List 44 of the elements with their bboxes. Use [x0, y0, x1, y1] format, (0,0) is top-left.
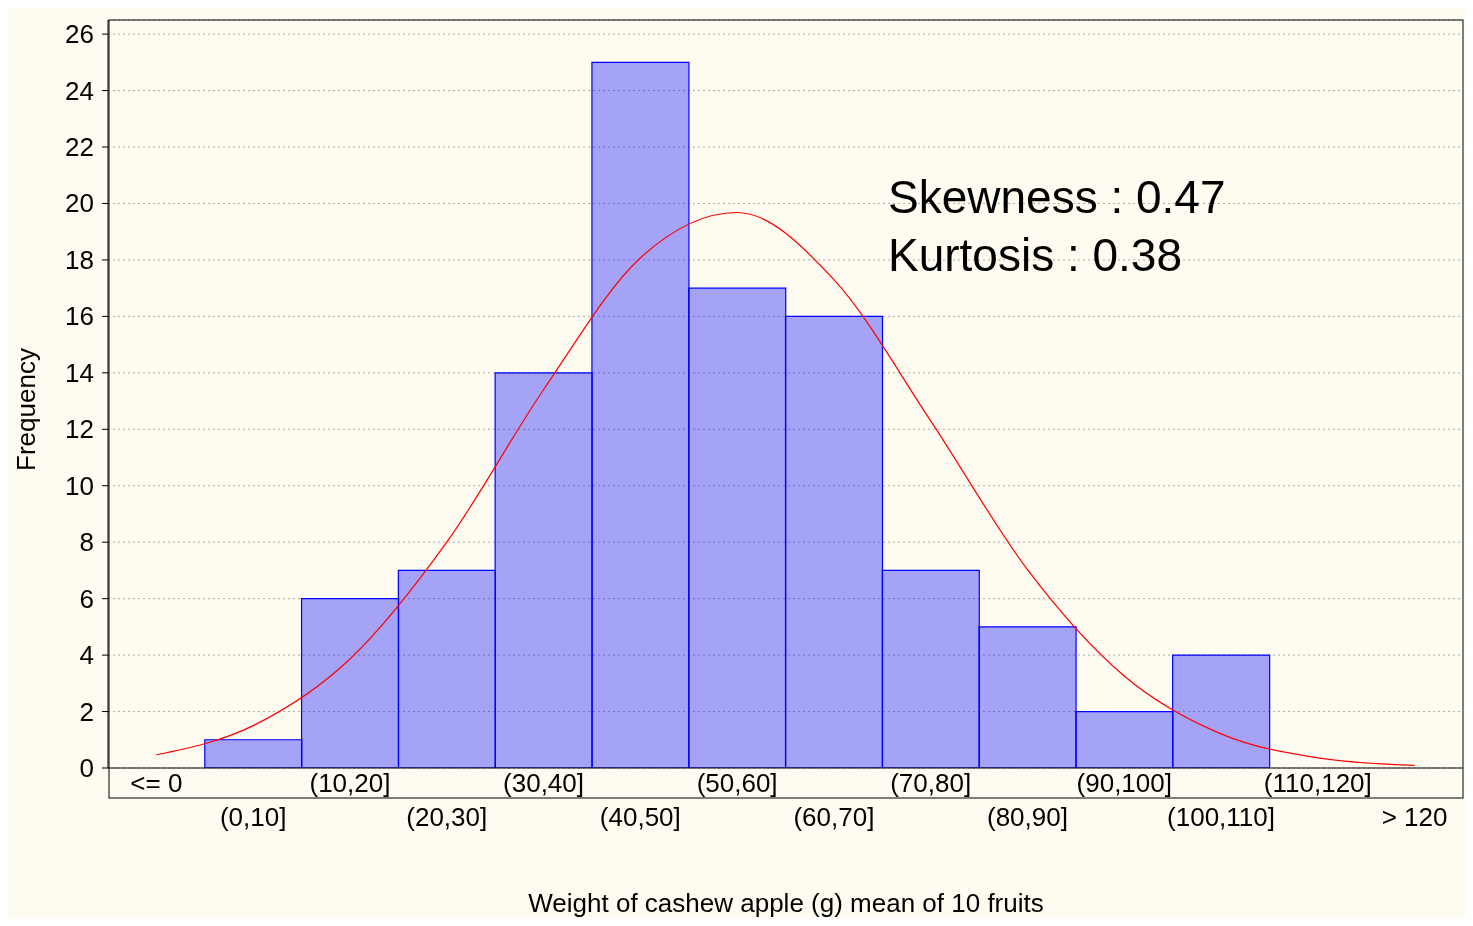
x-tick-label: > 120 [1381, 802, 1448, 832]
y-tick-label: 14 [65, 357, 94, 388]
x-tick-label: (20,30] [406, 802, 488, 832]
y-tick-label: 26 [65, 19, 94, 50]
bar [978, 626, 1077, 768]
x-tick-label: (50,60] [696, 768, 778, 798]
bar [881, 569, 980, 768]
bar [300, 598, 400, 768]
x-tick-label: (80,90] [986, 802, 1068, 832]
x-tick-label: <= 0 [130, 768, 183, 798]
x-tick-label: (30,40] [503, 768, 585, 798]
bar [1172, 654, 1271, 768]
y-tick-label: 4 [79, 640, 94, 671]
x-tick-label: (0,10] [219, 802, 287, 832]
y-tick-label: 0 [79, 753, 94, 783]
annotation: Skewness : 0.47 [888, 170, 1226, 225]
y-axis-title: Frequency [10, 347, 42, 471]
bar [784, 315, 884, 768]
y-tick-label: 12 [65, 414, 94, 445]
y-tick-label: 22 [65, 132, 94, 163]
x-tick-label: (40,50] [599, 802, 681, 832]
y-tick-label: 2 [79, 696, 94, 727]
bar [591, 61, 690, 768]
x-tick-label: (60,70] [793, 802, 875, 832]
x-tick-label: (110,120] [1263, 768, 1372, 798]
bar [1075, 710, 1174, 768]
x-axis-title: Weight of cashew apple (g) mean of 10 fruits [527, 888, 1045, 919]
y-tick-label: 10 [65, 470, 94, 501]
line-series [155, 211, 1416, 767]
y-tick-label: 18 [65, 244, 94, 275]
y-tick-label: 6 [79, 583, 94, 614]
x-tick-label: (90,100] [1076, 768, 1172, 798]
bar [397, 569, 496, 768]
y-tick-label: 20 [65, 188, 94, 219]
y-tick-label: 24 [65, 75, 94, 106]
annotation: Kurtosis : 0.38 [888, 228, 1184, 283]
bar [494, 372, 593, 768]
y-tick-label: 16 [65, 301, 94, 332]
y-tick-label: 8 [79, 527, 94, 558]
bar [688, 287, 787, 768]
x-tick-label: (100,110] [1167, 802, 1275, 832]
bar [204, 739, 303, 768]
x-tick-label: (10,20] [309, 768, 391, 798]
x-tick-label: (70,80] [890, 768, 972, 798]
